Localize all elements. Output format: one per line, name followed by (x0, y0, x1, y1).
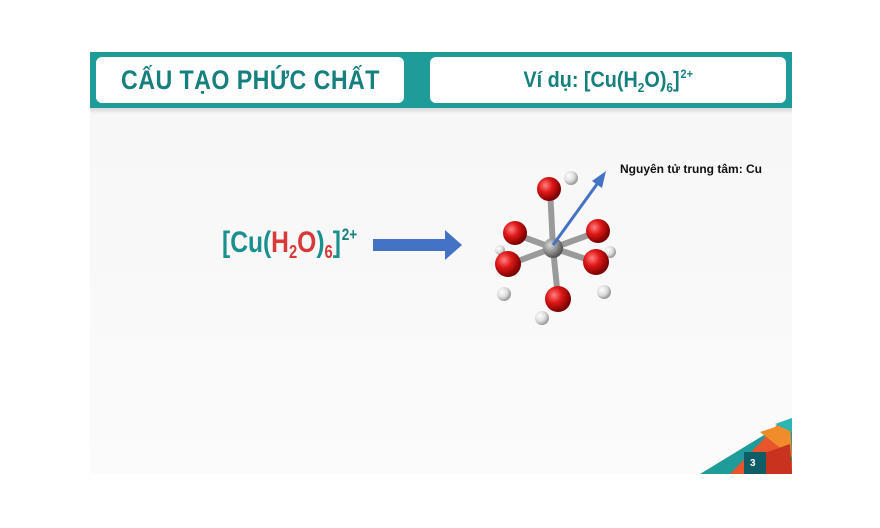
example-sub-2: 2 (637, 79, 645, 95)
formula-close-paren: ) (316, 226, 325, 259)
oxygen-bottom (545, 286, 571, 312)
corner-decoration (700, 418, 792, 474)
copper-atom (543, 238, 563, 258)
slide-graphics (373, 171, 792, 474)
example-prefix: Ví dụ: [Cu(H (523, 67, 638, 92)
formula-o: O (297, 226, 317, 259)
formula-h: H (271, 226, 289, 259)
oxygen-front-right (583, 249, 609, 275)
example-sub-6: 6 (666, 79, 673, 95)
formula-charge: 2+ (341, 225, 358, 244)
reaction-arrow (373, 230, 462, 260)
oxygen-front-left (495, 251, 521, 277)
example-title: Ví dụ: [Cu(H 2 O) 6 ] 2+ (523, 66, 693, 95)
formula-h-sub: 2 (288, 242, 298, 263)
example-bracket: ] (672, 67, 680, 92)
example-mid: O) (644, 67, 667, 92)
complex-formula: [Cu( H 2 O ) 6 ] 2+ (222, 225, 358, 263)
formula-count: 6 (324, 242, 333, 263)
central-atom-label: Nguyên tử trung tâm: Cu (620, 162, 763, 176)
center-pointer-arrow (551, 171, 606, 246)
example-charge: 2+ (680, 66, 693, 81)
header-shadow (90, 108, 792, 114)
slide: CẤU TẠO PHỨC CHẤT Ví dụ: [Cu(H 2 O) 6 ] … (90, 52, 792, 474)
title-left-box: CẤU TẠO PHỨC CHẤT (96, 57, 404, 103)
formula-close-bracket: ] (332, 226, 341, 259)
oxygen-top (537, 177, 561, 201)
oxygen-atoms (495, 177, 610, 312)
title-right-box: Ví dụ: [Cu(H 2 O) 6 ] 2+ (430, 57, 786, 103)
slide-title: CẤU TẠO PHỨC CHẤT (120, 64, 380, 95)
oxygen-back-left (503, 221, 527, 245)
page-number: 3 (750, 458, 756, 469)
oxygen-back-right (586, 219, 610, 243)
formula-open: [Cu( (222, 226, 272, 259)
